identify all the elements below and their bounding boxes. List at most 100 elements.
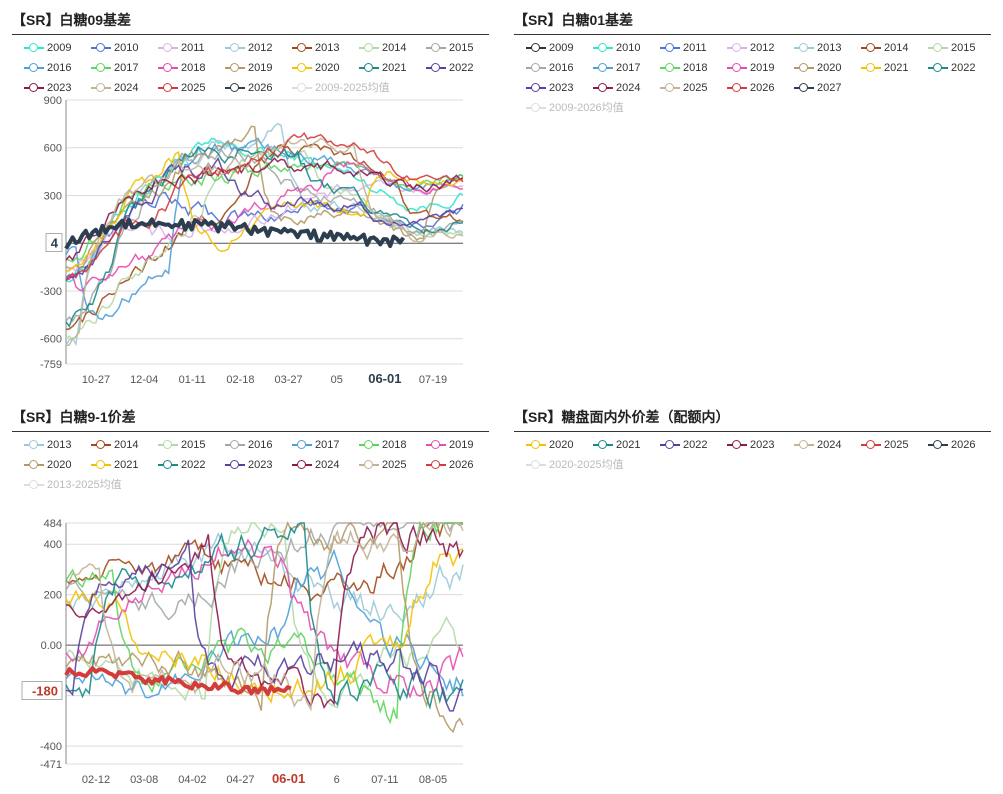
legend-item[interactable]: 2012 <box>727 38 794 58</box>
legend-item[interactable]: 2019 <box>727 58 794 78</box>
legend-item[interactable]: 2025 <box>861 435 928 455</box>
legend-label: 2024 <box>315 459 340 471</box>
legend-item[interactable]: 2017 <box>593 58 660 78</box>
legend-label: 2012 <box>248 42 273 54</box>
legend-item[interactable]: 2025 <box>660 78 727 98</box>
legend-item[interactable]: 2011 <box>660 38 727 58</box>
x-tick-label: 12-04 <box>130 374 158 386</box>
x-tick-label: 03-27 <box>275 374 303 386</box>
chart-title: 【SR】糖盘面内外价差（配额内） <box>514 409 730 425</box>
legend-item[interactable]: 2022 <box>928 58 995 78</box>
legend[interactable]: 2009 2010 2011 2012 2013 2014 2015 2016 2017 2018… <box>24 38 495 98</box>
legend-item[interactable]: 2020 <box>24 455 91 475</box>
legend-item[interactable]: 2016 <box>526 58 593 78</box>
legend-item[interactable]: 2009-2026均值 <box>526 98 676 118</box>
legend-item[interactable]: 2014 <box>359 38 426 58</box>
legend-item[interactable]: 2009-2025均值 <box>292 78 442 98</box>
legend-item[interactable]: 2023 <box>24 78 91 98</box>
legend-item[interactable]: 2017 <box>91 58 158 78</box>
legend-label: 2017 <box>114 62 139 74</box>
legend-item[interactable]: 2026 <box>928 435 995 455</box>
y-tick-label: 900 <box>44 95 62 107</box>
legend-label: 2022 <box>181 459 206 471</box>
legend-item[interactable]: 2013 <box>24 435 91 455</box>
x-tick-label: 07-19 <box>419 374 447 386</box>
legend-item[interactable]: 2020 <box>292 58 359 78</box>
legend-item[interactable]: 2019 <box>426 435 493 455</box>
legend-item[interactable]: 2024 <box>91 78 158 98</box>
legend-item[interactable]: 2026 <box>727 78 794 98</box>
legend-item[interactable]: 2015 <box>158 435 225 455</box>
legend-item[interactable]: 2022 <box>660 435 727 455</box>
legend-item[interactable]: 2018 <box>660 58 727 78</box>
legend-item[interactable]: 2015 <box>928 38 995 58</box>
legend-marker <box>24 63 44 73</box>
legend-marker <box>593 43 613 53</box>
legend-item[interactable]: 2023 <box>526 78 593 98</box>
legend-item[interactable]: 2019 <box>225 58 292 78</box>
legend-label: 2021 <box>114 459 139 471</box>
legend[interactable]: 2020 2021 2022 2023 2024 2025 2026 2020-2025均值 <box>526 435 997 475</box>
legend-item[interactable]: 2025 <box>158 78 225 98</box>
legend-marker <box>158 440 178 450</box>
chart-panel-domestic-foreign-spread: 【SR】糖盘面内外价差（配额内） 2020 2021 2022 2023 2024 202… <box>502 397 1003 794</box>
legend-marker <box>593 440 613 450</box>
legend-item[interactable]: 2024 <box>794 435 861 455</box>
y-tick-label: 0.00 <box>41 640 62 652</box>
legend-marker <box>526 63 546 73</box>
legend-item[interactable]: 2021 <box>861 58 928 78</box>
legend-item[interactable]: 2023 <box>225 455 292 475</box>
legend-item[interactable]: 2014 <box>861 38 928 58</box>
legend-item[interactable]: 2013 <box>794 38 861 58</box>
legend-item[interactable]: 2022 <box>426 58 493 78</box>
legend[interactable]: 2013 2014 2015 2016 2017 2018 2019 2020 2021 2022… <box>24 435 495 495</box>
legend-label: 2019 <box>750 62 775 74</box>
legend-item[interactable]: 2017 <box>292 435 359 455</box>
legend-item[interactable]: 2015 <box>426 38 493 58</box>
legend-item[interactable]: 2020 <box>526 435 593 455</box>
y-tick-label: 300 <box>44 190 62 202</box>
legend-item[interactable]: 2026 <box>225 78 292 98</box>
legend-item[interactable]: 2009 <box>24 38 91 58</box>
legend-item[interactable]: 2021 <box>359 58 426 78</box>
legend-item[interactable]: 2013 <box>292 38 359 58</box>
y-tick-label: -759 <box>40 359 62 371</box>
legend-item[interactable]: 2021 <box>91 455 158 475</box>
legend-item[interactable]: 2024 <box>593 78 660 98</box>
legend-item[interactable]: 2026 <box>426 455 493 475</box>
legend-item[interactable]: 2027 <box>794 78 861 98</box>
legend-item[interactable]: 2013-2025均值 <box>24 475 174 495</box>
legend-item[interactable]: 2023 <box>727 435 794 455</box>
series-line <box>65 548 464 699</box>
legend-label: 2011 <box>181 42 205 54</box>
x-tick-label: 02-12 <box>82 774 110 786</box>
legend-item[interactable]: 2012 <box>225 38 292 58</box>
legend-item[interactable]: 2011 <box>158 38 225 58</box>
current-value-box <box>21 681 63 700</box>
series-line <box>65 521 463 602</box>
legend-item[interactable]: 2018 <box>359 435 426 455</box>
legend-item[interactable]: 2018 <box>158 58 225 78</box>
series-line <box>65 522 464 709</box>
legend-item[interactable]: 2016 <box>225 435 292 455</box>
legend-item[interactable]: 2016 <box>24 58 91 78</box>
legend-label: 2024 <box>114 82 139 94</box>
legend-marker <box>928 43 948 53</box>
legend-item[interactable]: 2020-2025均值 <box>526 455 676 475</box>
legend-item[interactable]: 2009 <box>526 38 593 58</box>
legend-item[interactable]: 2022 <box>158 455 225 475</box>
series-line <box>65 521 464 734</box>
legend-item[interactable]: 2024 <box>292 455 359 475</box>
legend-label: 2020-2025均值 <box>549 459 624 471</box>
legend-item[interactable]: 2010 <box>593 38 660 58</box>
legend[interactable]: 2009 2010 2011 2012 2013 2014 2015 2016 2017 2018… <box>526 38 997 118</box>
legend-item[interactable]: 2010 <box>91 38 158 58</box>
legend-item[interactable]: 2020 <box>794 58 861 78</box>
legend-label: 2021 <box>382 62 407 74</box>
legend-item[interactable]: 2014 <box>91 435 158 455</box>
chart-plot: 4844002000.00-200-400-47102-1203-0804-02… <box>21 518 464 786</box>
legend-item[interactable]: 2025 <box>359 455 426 475</box>
legend-item[interactable]: 2021 <box>593 435 660 455</box>
legend-label: 2010 <box>114 42 139 54</box>
title-divider <box>12 431 489 432</box>
